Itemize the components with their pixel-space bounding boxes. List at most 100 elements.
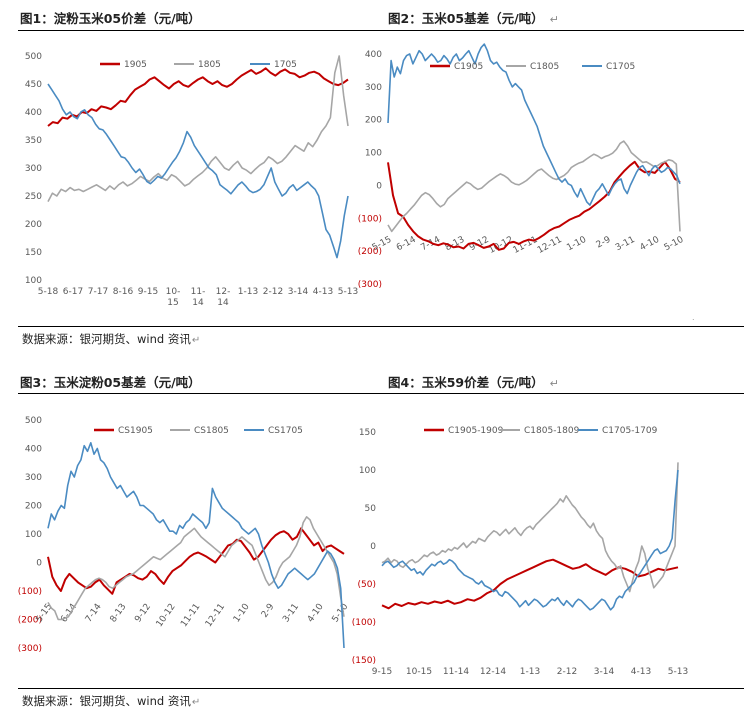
- bottom-rule: [18, 393, 744, 394]
- x-tick-label: 8-16: [113, 287, 134, 297]
- x-tick-label: 11-11: [512, 235, 540, 256]
- series-line-cs1905: [47, 527, 345, 595]
- x-tick-label: 5-15: [371, 235, 394, 253]
- y-tick-label: 450: [25, 80, 42, 90]
- x-tick-label: 11-11: [179, 602, 202, 629]
- legend-label: C1905: [454, 62, 483, 72]
- x-tick-label: 5-15: [35, 602, 55, 624]
- x-tick-label: 10-15: [166, 287, 181, 308]
- x-tick-label: 10-12: [155, 602, 178, 629]
- top-rule: [18, 30, 744, 31]
- y-tick-label: 300: [25, 164, 42, 174]
- x-tick-label: 3-14: [288, 287, 309, 297]
- series-line-c1905-1909: [381, 558, 679, 610]
- legend-label: 1905: [124, 60, 147, 70]
- x-tick-label: 1-10: [565, 235, 588, 254]
- x-tick-label: 9-12: [133, 602, 153, 624]
- x-tick-label: 1-13: [520, 667, 540, 677]
- y-tick-label: 400: [25, 445, 42, 455]
- x-tick-label: 2-9: [595, 235, 613, 251]
- y-tick-label: 0: [36, 559, 42, 569]
- legend-label: C1805-1809: [524, 426, 580, 436]
- y-tick-label: 200: [365, 116, 382, 126]
- y-tick-label: 50: [365, 504, 377, 514]
- y-tick-label: 350: [25, 136, 42, 146]
- return-mark-icon: ↵: [191, 697, 201, 708]
- y-tick-label: 200: [25, 220, 42, 230]
- x-tick-label: 4-10: [638, 235, 661, 254]
- y-tick-label: 100: [25, 276, 42, 286]
- x-tick-label: 1-13: [238, 287, 258, 297]
- y-tick-label: (100): [352, 618, 376, 628]
- series-line-1705: [47, 83, 349, 259]
- legend-label: 1705: [274, 60, 297, 70]
- y-tick-label: 100: [365, 149, 382, 159]
- x-tick-label: 5-13: [338, 287, 358, 297]
- y-tick-label: 100: [25, 530, 42, 540]
- chart3-title: 图3：玉米淀粉05基差（元/吨）: [20, 375, 201, 390]
- x-tick-label: 6-14: [59, 602, 79, 625]
- y-tick-label: 400: [25, 108, 42, 118]
- y-tick-label: 300: [365, 83, 382, 93]
- source-note-bottom: 数据来源：银河期货、wind 资讯↵: [22, 694, 201, 708]
- legend-label: CS1705: [268, 426, 303, 436]
- y-tick-label: (100): [358, 214, 382, 224]
- x-tick-label: 4-10: [306, 602, 326, 625]
- chart1-title: 图1：淀粉玉米05价差（元/吨）: [20, 11, 201, 26]
- y-tick-label: 0: [376, 181, 382, 191]
- y-tick-label: (200): [18, 616, 42, 626]
- series-line-cs1805: [47, 516, 345, 621]
- series-line-c1905: [387, 160, 681, 251]
- chart3-svg: 500 400 300 200 100 0 (100) (200) (300) 5-15 6-14 7…: [18, 416, 351, 654]
- y-tick-label: 500: [25, 52, 42, 62]
- x-tick-label: 7-17: [88, 287, 108, 297]
- x-tick-label: 9-15: [138, 287, 158, 297]
- x-tick-label: 12-14: [480, 667, 506, 677]
- y-tick-label: 200: [25, 502, 42, 512]
- series-line-c1705-1709: [381, 469, 679, 611]
- y-tick-label: (100): [18, 587, 42, 597]
- y-tick-label: 250: [25, 192, 42, 202]
- return-mark-icon: ↵: [549, 377, 559, 390]
- x-tick-label: 1-10: [232, 602, 252, 625]
- x-tick-label: 10-15: [406, 667, 432, 677]
- chart1: 500 450 400 350 300 250 200 150 100 5-18 6-17 7-17 8…: [18, 34, 366, 324]
- chart4-title: 图4：玉米59价差（元/吨） ↵: [388, 375, 559, 390]
- series-line-1805: [47, 55, 349, 202]
- chart2: 400 300 200 100 0 (100) (200) (300) 5-15 6-14 7-14…: [358, 34, 740, 324]
- x-tick-label: 5-18: [38, 287, 59, 297]
- x-tick-label: 6-14: [395, 235, 418, 254]
- series-line-1905: [47, 67, 349, 127]
- legend-label: CS1905: [118, 426, 153, 436]
- x-tick-label: 6-17: [63, 287, 83, 297]
- x-tick-label: 5-10: [663, 235, 686, 254]
- y-tick-label: (200): [358, 247, 382, 257]
- top-chart-bottom-rule: [18, 326, 744, 327]
- return-mark-icon: ↵: [191, 335, 201, 346]
- x-tick-label: 5-13: [668, 667, 688, 677]
- y-tick-label: 400: [365, 50, 382, 60]
- x-tick-label: 2-12: [557, 667, 577, 677]
- y-tick-label: 500: [25, 416, 42, 426]
- y-tick-label: (300): [18, 644, 42, 654]
- legend-label: C1705: [606, 62, 635, 72]
- x-tick-label: 3-11: [614, 235, 637, 253]
- y-tick-label: 300: [25, 473, 42, 483]
- source-note-top: 数据来源：银河期货、wind 资讯↵: [22, 332, 201, 346]
- x-tick-label: 11-14: [443, 667, 469, 677]
- series-line-c1805: [387, 140, 681, 233]
- x-tick-label: 12-11: [204, 602, 227, 629]
- chart2-title: 图2：玉米05基差（元/吨） ↵: [388, 11, 559, 26]
- legend-label: C1805: [530, 62, 559, 72]
- x-tick-label: 3-11: [281, 602, 301, 624]
- x-tick-label: 2-12: [263, 287, 283, 297]
- legend-label: 1805: [198, 60, 221, 70]
- y-tick-label: (300): [358, 280, 382, 290]
- series-line-c1705: [387, 43, 681, 206]
- x-tick-label: 4-13: [313, 287, 333, 297]
- x-tick-label: 2-9: [260, 602, 277, 620]
- y-tick-label: 150: [25, 248, 42, 258]
- return-mark-icon: ↵: [549, 13, 559, 26]
- legend-label: CS1805: [194, 426, 229, 436]
